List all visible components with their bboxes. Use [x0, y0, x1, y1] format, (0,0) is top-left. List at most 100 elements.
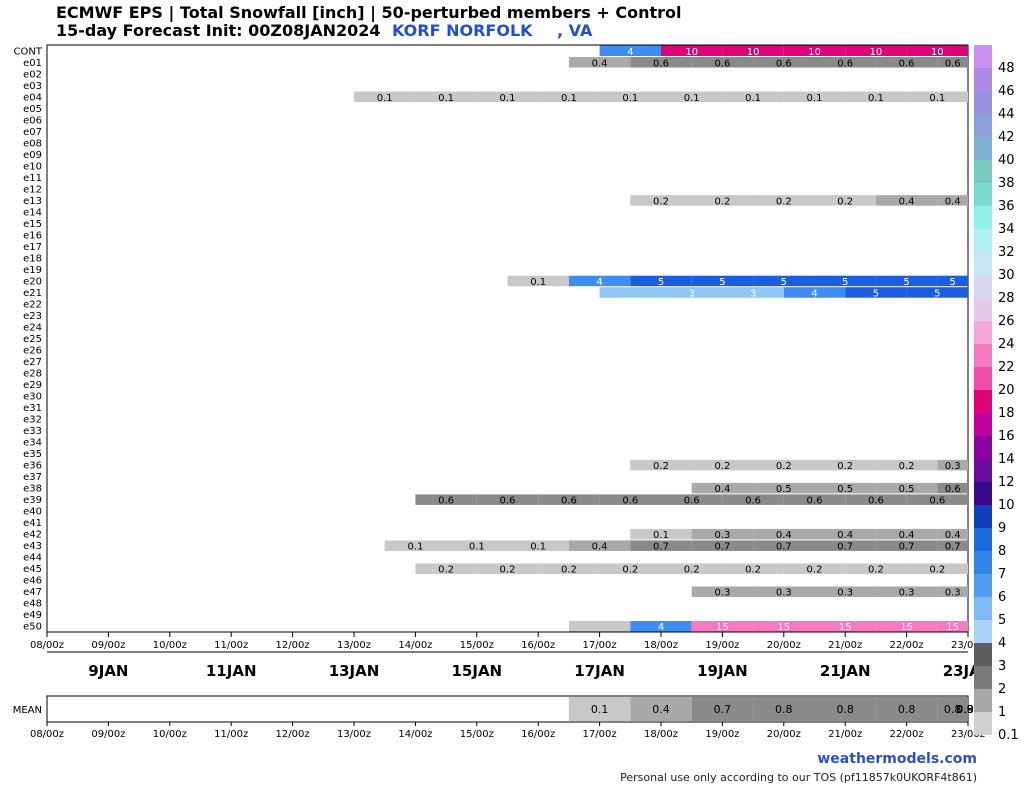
- snow-value-label: 0.1: [530, 277, 546, 288]
- snow-cell: [753, 57, 815, 68]
- colorbar-label: 3: [998, 659, 1006, 674]
- snow-cell: [415, 494, 477, 505]
- snow-value-label: 0.2: [714, 196, 730, 207]
- snow-cell: [875, 482, 938, 494]
- snow-value-label: 0.6: [500, 496, 516, 507]
- snow-value-label: 0.2: [622, 565, 638, 576]
- snow-cell: [415, 563, 477, 574]
- snow-cell: [875, 540, 938, 551]
- snow-cell: [661, 287, 723, 298]
- snow-cell: [722, 494, 784, 505]
- snow-cell: [814, 540, 876, 551]
- snow-value-label: 15: [839, 622, 852, 633]
- mean-value-label: 0.8: [944, 703, 962, 716]
- snow-cell: [476, 563, 539, 574]
- mean-x-tick-label: 16/00z: [521, 729, 555, 740]
- snow-cell: [937, 57, 968, 68]
- colorbar-segment: [974, 91, 992, 114]
- snow-cell: [753, 275, 815, 287]
- colorbar-segment: [974, 712, 992, 735]
- snow-cell: [845, 91, 907, 103]
- snow-cell: [783, 45, 846, 57]
- snow-cell: [722, 91, 784, 103]
- colorbar-segment: [974, 643, 992, 666]
- snow-cell: [937, 540, 968, 551]
- snow-cell: [845, 287, 907, 298]
- snow-cell: [354, 91, 416, 103]
- mean-x-tick-label: 15/00z: [460, 729, 494, 740]
- snow-cell: [937, 620, 968, 632]
- snow-cell: [875, 528, 938, 540]
- mean-x-tick-label: 11/00z: [214, 729, 248, 740]
- date-label: 21JAN: [820, 662, 871, 680]
- snow-value-label: 0.1: [745, 93, 761, 104]
- snow-cell: [906, 494, 968, 505]
- colorbar-label: 5: [998, 613, 1006, 628]
- snow-cell: [599, 494, 661, 505]
- colorbar-label: 46: [998, 84, 1015, 99]
- snow-cell: [568, 540, 631, 551]
- snow-cell: [814, 620, 876, 632]
- snow-cell: [691, 528, 754, 540]
- colorbar-label: 14: [998, 452, 1015, 467]
- member-label: e29: [23, 380, 42, 391]
- snow-cell: [476, 91, 539, 103]
- member-label: e03: [23, 81, 42, 92]
- snow-value-label: 0.2: [837, 461, 853, 472]
- snow-value-label: 0.1: [929, 93, 945, 104]
- station-name: KORF NORFOLK: [392, 21, 533, 40]
- x-tick-label: 10/00z: [153, 640, 187, 651]
- colorbar-label: 32: [998, 245, 1015, 260]
- snow-value-label: 0.7: [653, 542, 669, 553]
- colorbar-label: 1: [998, 705, 1006, 720]
- member-label: e41: [23, 518, 42, 529]
- snow-value-label: 0.4: [592, 58, 608, 69]
- x-tick-label: 11/00z: [214, 640, 248, 651]
- snow-value-label: 0.2: [653, 196, 669, 207]
- station-state: , VA: [557, 21, 593, 40]
- snow-cell: [937, 459, 968, 471]
- member-label: e24: [23, 322, 42, 333]
- mean-x-tick-label: 13/00z: [337, 729, 371, 740]
- snow-cell: [845, 563, 907, 574]
- member-label: e01: [23, 58, 42, 69]
- snow-cell: [691, 275, 754, 287]
- snow-cell: [630, 195, 692, 206]
- member-label: e35: [23, 449, 42, 460]
- snow-value-label: 0.5: [899, 484, 915, 495]
- mean-x-tick-label: 08/00z: [30, 729, 64, 740]
- mean-x-tick-label: 22/00z: [890, 729, 924, 740]
- snow-cell: [661, 91, 723, 103]
- member-label: e30: [23, 392, 42, 403]
- snow-cell: [538, 494, 600, 505]
- snow-cell: [691, 620, 754, 632]
- member-label: e09: [23, 150, 42, 161]
- member-label: e06: [23, 115, 42, 126]
- snow-value-label: 0.6: [899, 58, 915, 69]
- colorbar-segment: [974, 160, 992, 183]
- snow-cell: [875, 620, 938, 632]
- snow-cell: [937, 482, 968, 494]
- member-label: e45: [23, 564, 42, 575]
- snow-value-label: 5: [934, 288, 940, 299]
- date-label: 13JAN: [329, 662, 380, 680]
- snow-value-label: 0.6: [438, 496, 454, 507]
- snow-value-label: 0.3: [714, 530, 730, 541]
- snow-cell: [630, 275, 692, 287]
- member-label: e28: [23, 369, 42, 380]
- colorbar-segment: [974, 252, 992, 275]
- x-tick-label: 09/00z: [91, 640, 125, 651]
- snow-value-label: 5: [842, 277, 848, 288]
- colorbar-label: 30: [998, 268, 1015, 283]
- colorbar-label: 20: [998, 383, 1015, 398]
- colorbar-label: 12: [998, 475, 1015, 490]
- snow-value-label: 0.6: [945, 58, 961, 69]
- member-label: e13: [23, 196, 42, 207]
- snow-cell: [722, 287, 784, 298]
- snow-cell: [906, 287, 968, 298]
- brand-label[interactable]: weathermodels.com: [817, 751, 977, 767]
- snow-cell: [691, 586, 754, 597]
- snow-value-label: 5: [719, 277, 725, 288]
- snow-value-label: 0.2: [561, 565, 577, 576]
- snow-value-label: 0.1: [807, 93, 823, 104]
